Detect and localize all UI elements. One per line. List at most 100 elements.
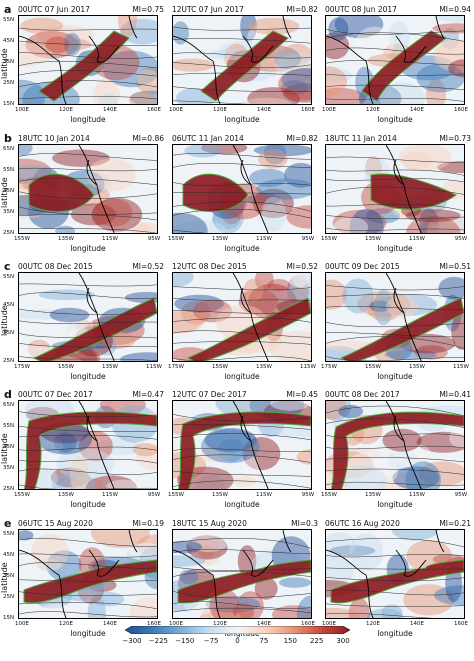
- y-tick: 35N: [3, 465, 15, 471]
- panel-time: 18UTC 11 Jan 2014: [325, 134, 397, 143]
- x-axis-label: longitude: [377, 244, 413, 253]
- panel-mi: MI=0.86: [132, 134, 164, 143]
- x-tick: 175W: [168, 364, 184, 370]
- panel-mi: MI=0.52: [132, 262, 164, 271]
- x-tick: 100E: [169, 107, 183, 113]
- x-axis-label: longitude: [70, 115, 106, 124]
- x-axis-label: longitude: [224, 372, 260, 381]
- map-field: [173, 16, 311, 104]
- x-tick: 120E: [366, 107, 380, 113]
- colorbar-tick: −150: [175, 637, 195, 645]
- x-tick: 135W: [212, 236, 228, 242]
- x-axis-label: longitude: [224, 244, 260, 253]
- map-field: [173, 273, 311, 361]
- y-tick: 45N: [3, 444, 15, 450]
- map-panel: 18UTC 11 Jan 2014 MI=0.73 155W 135W 115W 95W l…: [321, 134, 471, 253]
- x-axis-label: longitude: [224, 115, 260, 124]
- x-tick: 100E: [169, 621, 183, 627]
- map-panel: 00UTC 09 Dec 2015 MI=0.51 175W 155W 135W 115W…: [321, 262, 471, 381]
- x-tick: 155W: [14, 236, 30, 242]
- map-panel: 00UTC 08 Jun 2017 MI=0.94 100E 120E 140E 160E…: [322, 5, 471, 124]
- y-tick: 45N: [3, 188, 15, 194]
- row-label: e: [4, 517, 12, 530]
- x-tick: 120E: [59, 107, 73, 113]
- map-panel: 06UTC 15 Aug 2020 MI=0.19 55N 45N 35N 25N 15N 1…: [3, 519, 164, 638]
- map-field: [19, 273, 157, 361]
- x-tick: 115W: [102, 492, 118, 498]
- x-tick: 140E: [410, 107, 424, 113]
- x-tick: 100E: [15, 621, 29, 627]
- x-tick: 155W: [168, 236, 184, 242]
- y-tick: 65N: [3, 146, 15, 152]
- x-tick: 135W: [102, 364, 118, 370]
- panel-mi: MI=0.21: [439, 519, 471, 528]
- x-tick: 160E: [147, 107, 161, 113]
- map-field: [19, 145, 157, 233]
- x-tick: 115W: [409, 236, 425, 242]
- x-axis-label: longitude: [377, 500, 413, 509]
- x-tick: 155W: [365, 364, 381, 370]
- panel-time: 00UTC 07 Dec 2017: [18, 390, 93, 399]
- map-field: [173, 401, 311, 489]
- map: [172, 272, 312, 362]
- x-tick: 135W: [409, 364, 425, 370]
- map-panel: 06UTC 11 Jan 2014 MI=0.82 155W 135W 115W 95W l…: [168, 134, 318, 253]
- figure-row: b latitude 18UTC 10 Jan 2014 MI=0.86 65N 55N 4…: [0, 132, 474, 264]
- panel-mi: MI=0.47: [132, 390, 164, 399]
- panel-time: 00UTC 09 Dec 2015: [325, 262, 400, 271]
- panel-mi: MI=0.75: [132, 5, 164, 14]
- map-panel: 06UTC 16 Aug 2020 MI=0.21 100E 120E 140E 160E…: [322, 519, 471, 638]
- x-tick: 160E: [301, 107, 315, 113]
- x-axis-label: longitude: [377, 629, 413, 638]
- panel-mi: MI=0.82: [286, 134, 318, 143]
- map-field: [19, 401, 157, 489]
- map: [18, 15, 158, 105]
- x-tick: 135W: [365, 236, 381, 242]
- x-axis-label: longitude: [70, 244, 106, 253]
- x-tick: 135W: [256, 364, 272, 370]
- row-label: d: [4, 388, 12, 401]
- map-field: [326, 16, 464, 104]
- colorbar-ticks: −300 −225 −150 −75 0 75 150 225 300: [122, 637, 350, 647]
- map-field: [19, 530, 157, 618]
- colorbar-tick: 150: [283, 637, 297, 645]
- x-tick: 115W: [146, 364, 162, 370]
- y-tick: 15N: [3, 615, 15, 621]
- panel-mi: MI=0.82: [286, 5, 318, 14]
- x-tick: 95W: [147, 492, 161, 498]
- x-tick: 135W: [58, 492, 74, 498]
- x-tick: 175W: [14, 364, 30, 370]
- x-tick: 115W: [409, 492, 425, 498]
- x-tick: 140E: [257, 107, 271, 113]
- map: [18, 400, 158, 490]
- x-tick: 95W: [454, 492, 468, 498]
- panel-time: 00UTC 08 Dec 2015: [18, 262, 93, 271]
- x-tick: 115W: [300, 364, 316, 370]
- panel-mi: MI=0.45: [286, 390, 318, 399]
- map-field: [19, 16, 157, 104]
- map: [172, 15, 312, 105]
- map: [325, 272, 465, 362]
- x-tick: 115W: [102, 236, 118, 242]
- map: [18, 144, 158, 234]
- x-axis-label: longitude: [70, 372, 106, 381]
- x-tick: 135W: [365, 492, 381, 498]
- y-tick: 25N: [3, 80, 15, 86]
- panel-mi: MI=0.73: [439, 134, 471, 143]
- map: [172, 400, 312, 490]
- colorbar: [125, 626, 350, 634]
- y-tick: 55N: [3, 423, 15, 429]
- y-tick: 55N: [3, 531, 15, 537]
- panel-time: 12UTC 08 Dec 2015: [172, 262, 247, 271]
- x-tick: 155W: [212, 364, 228, 370]
- x-tick: 120E: [366, 621, 380, 627]
- x-tick: 115W: [256, 492, 272, 498]
- panel-mi: MI=0.51: [439, 262, 471, 271]
- y-tick: 65N: [3, 402, 15, 408]
- map-panel: 12UTC 07 Dec 2017 MI=0.45 155W 135W 115W 95W l…: [168, 390, 318, 509]
- panel-time: 06UTC 15 Aug 2020: [18, 519, 93, 528]
- x-tick: 155W: [58, 364, 74, 370]
- colorbar-tick: 75: [259, 637, 269, 645]
- map-field: [326, 273, 464, 361]
- colorbar-tick: −75: [203, 637, 219, 645]
